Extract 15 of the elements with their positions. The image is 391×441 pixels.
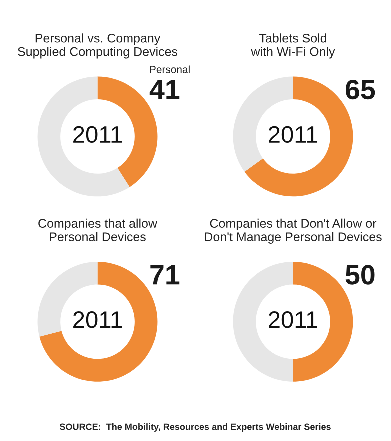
donut-slice xyxy=(38,76,130,197)
source-note: SOURCE: The Mobility, Resources and Experts Webinar Series xyxy=(60,424,331,432)
chart-title: Personal vs. Company Supplied Computing Devices xyxy=(18,34,178,59)
text: 2011 xyxy=(269,312,318,328)
text: 2011 xyxy=(74,312,122,328)
chart-title: Tablets Sold with Wi-Fi Only xyxy=(251,34,336,59)
text: 2011 xyxy=(269,126,318,144)
data-label: 50 xyxy=(346,265,375,285)
data-label: 65 xyxy=(346,80,376,100)
data-label: 71 xyxy=(150,265,180,285)
slice-label: Personal xyxy=(150,66,190,74)
text: 2011 xyxy=(74,126,122,144)
chart-title: Companies that Don't Allow or Don't Manage Personal Devices xyxy=(205,218,382,244)
data-label: 41 xyxy=(150,80,180,100)
chart-title: Companies that allow Personal Devices xyxy=(38,218,158,242)
